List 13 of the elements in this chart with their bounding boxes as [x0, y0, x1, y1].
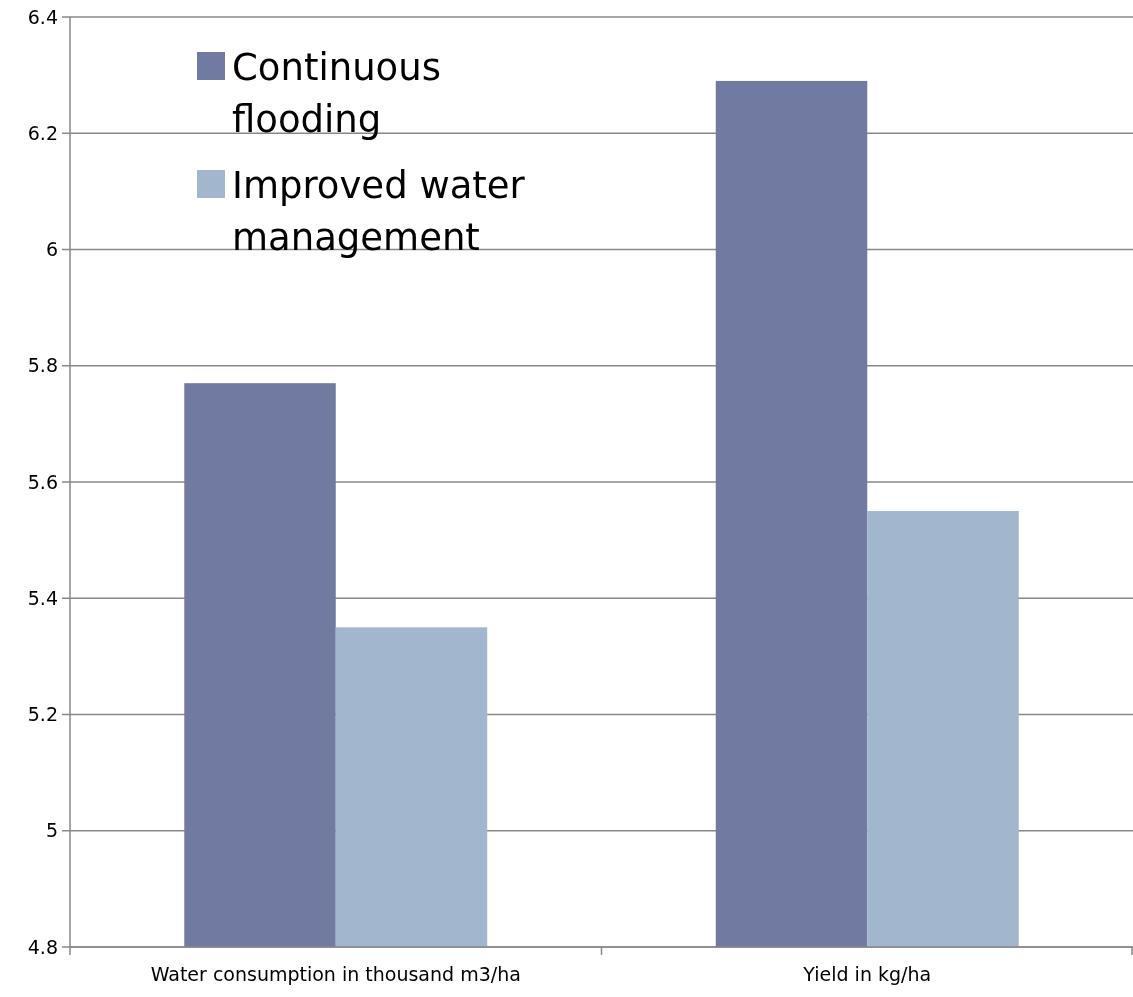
x-tick-label: Water consumption in thousand m3/ha [150, 963, 521, 985]
y-tick-label: 5.6 [27, 470, 58, 493]
y-tick-label: 6 [45, 238, 58, 261]
y-tick-label: 5.8 [27, 354, 58, 377]
legend-label: Improved water management [232, 164, 526, 259]
y-tick-label: 5.2 [27, 703, 58, 726]
y-tick-label: 5.4 [27, 586, 58, 609]
y-tick-label: 4.8 [27, 935, 58, 958]
legend-label: Continuous flooding [232, 46, 441, 141]
y-tick-label: 6.2 [27, 121, 58, 144]
y-tick-label: 5 [45, 819, 58, 842]
y-tick-label: 6.4 [27, 5, 58, 28]
x-tick-label: Yield in kg/ha [802, 963, 932, 985]
